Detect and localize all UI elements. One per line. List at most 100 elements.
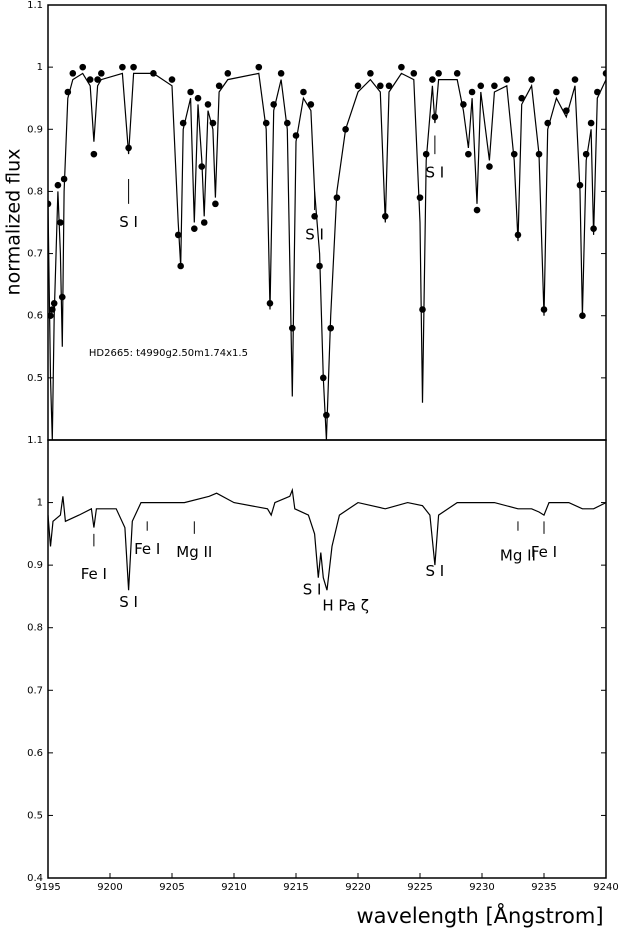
data-point [419,306,426,313]
y-tick-label: 1.1 [27,435,43,446]
annotation: Fe I [81,565,107,583]
data-point [571,76,579,83]
annotation: Mg II [176,543,212,561]
data-point [179,119,187,127]
data-point [528,76,535,83]
data-point [460,101,467,108]
data-point [323,411,330,419]
x-tick-label: 9195 [35,882,60,893]
data-point [174,231,182,239]
y-tick-label: 0.9 [27,124,43,135]
data-point [535,150,543,158]
data-point [194,94,202,102]
data-point [377,82,384,90]
data-point [60,175,68,183]
data-point [270,101,277,108]
data-point [429,76,436,83]
data-point [90,150,98,158]
data-point [367,70,374,77]
data-point [209,119,217,127]
data-point [410,70,418,77]
data-point [518,94,525,102]
data-point [316,262,323,270]
data-point [435,70,442,77]
data-point [215,82,223,90]
data-point [576,181,584,189]
x-tick-label: 9215 [283,882,308,893]
annotation: Mg II [500,546,536,564]
data-point [327,324,335,332]
data-point [125,144,132,152]
spectrum-line [48,72,606,440]
data-point [288,324,296,332]
y-tick-label: 0.9 [27,560,43,571]
data-point [187,88,194,96]
data-point [191,225,198,233]
data-point [150,70,157,77]
data-point [86,76,94,83]
annotation: S I [426,562,445,580]
data-point [69,70,77,77]
data-point [48,312,54,320]
data-point [398,63,405,71]
data-point [198,163,206,170]
data-point [266,299,274,307]
data-point [477,82,485,90]
annotation: S I [305,225,324,243]
data-point [79,63,87,71]
data-point [590,225,597,233]
data-point [422,150,430,158]
y-tick-label: 0.4 [27,873,43,884]
data-point [602,70,606,77]
y-tick-label: 0.5 [27,810,43,821]
y-tick-label: 0.8 [27,186,43,197]
plot-area [48,63,606,440]
data-point [64,88,72,96]
annotation: S I [426,163,445,181]
x-tick-label: 9240 [593,882,618,893]
data-point [177,262,184,270]
x-tick-label: 9235 [531,882,556,893]
data-point [465,150,472,158]
data-point [431,113,439,121]
x-tick-label: 9200 [97,882,122,893]
x-tick-label: 9230 [469,882,494,893]
data-point [255,63,263,71]
data-point [58,293,66,301]
x-tick-label: 9210 [221,882,246,893]
y-tick-label: 0.8 [27,623,43,634]
data-point [130,63,137,71]
data-point [540,306,548,313]
data-point [579,312,586,320]
data-point [473,206,481,214]
x-tick-label: 9205 [159,882,184,893]
data-point [453,70,461,77]
data-point [563,107,570,114]
y-tick-label: 0.5 [27,373,43,384]
data-point [262,119,270,127]
data-point [224,70,232,77]
x-tick-label: 9225 [407,882,432,893]
annotation: S I [303,581,322,599]
y-tick-label: 1 [37,498,43,509]
x-tick-label: 9220 [345,882,370,893]
data-point [503,76,511,83]
data-point [50,299,58,307]
spectrum-line [48,487,606,591]
data-point [54,181,62,189]
data-point [94,76,101,83]
data-point [381,212,389,220]
data-point [200,219,208,226]
data-point [510,150,518,158]
y-tick-label: 0.6 [27,748,43,759]
data-point [582,150,590,158]
data-point [300,88,307,96]
x-axis-label: wavelength [Ångstrom] [356,902,603,928]
plot-area [48,487,606,591]
data-point [49,306,56,313]
data-point [514,231,522,239]
data-point [416,194,424,201]
annotation: S I [119,213,138,231]
data-point [48,200,52,208]
data-point [168,76,176,83]
